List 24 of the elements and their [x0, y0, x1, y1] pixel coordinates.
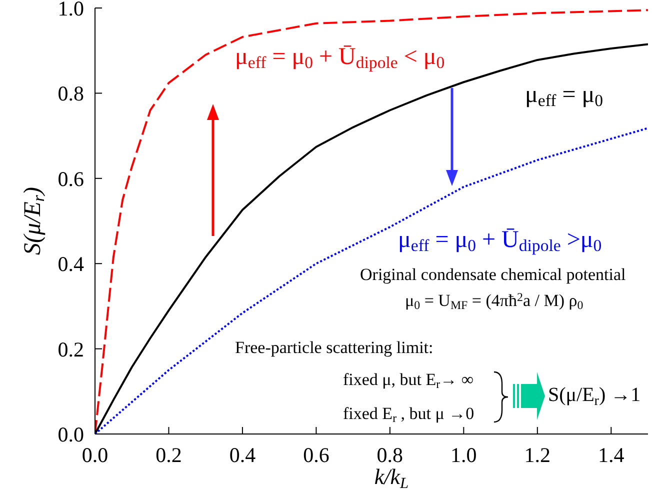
- annotation: μ$_{eff}$ = μ$_{0}$ + Ū$_{dipole}$ >μ$_{0}$: [398, 227, 602, 256]
- y-tick-label: 0.0: [58, 422, 84, 446]
- annotation: Original condensate chemical potential: [360, 265, 626, 284]
- annotation: S(μ/E$_{r}$) →1: [548, 384, 641, 408]
- annotation: μ$_{eff}$ = μ$_{0}$: [525, 82, 603, 110]
- annotation: fixed E$_{r}$ , but μ →0: [343, 404, 474, 425]
- x-tick-label: 1.0: [450, 442, 477, 467]
- x-tick-label: 0.4: [229, 442, 256, 467]
- annotation: μ$_{eff}$ = μ$_{0}$ + Ū$_{dipole}$ < μ$_{0}$: [235, 44, 445, 72]
- x-tick-label: 0.2: [156, 442, 182, 467]
- x-axis-title: k/k$_{L}$: [374, 464, 409, 492]
- x-tick-label: 0.0: [82, 442, 108, 467]
- x-tick-label: 0.8: [376, 442, 404, 467]
- y-tick-label: 0.4: [58, 252, 84, 276]
- y-tick-label: 0.8: [58, 82, 84, 106]
- annotation: μ$_{0}$ = U$_{MF}$ = (4πħ$^{2}$a / M) ρ$_{0}$: [405, 290, 584, 312]
- y-tick-label: 0.6: [58, 166, 84, 191]
- annotation: Free-particle scattering limit:: [235, 338, 434, 357]
- annotation: fixed μ, but E$_{r}$→ ∞: [343, 370, 474, 391]
- x-tick-label: 0.6: [303, 442, 330, 467]
- y-tick-label: 1.0: [58, 0, 84, 20]
- x-tick-label: 1.4: [598, 442, 625, 467]
- y-tick-label: 0.2: [58, 337, 84, 362]
- x-tick-label: 1.2: [524, 442, 551, 467]
